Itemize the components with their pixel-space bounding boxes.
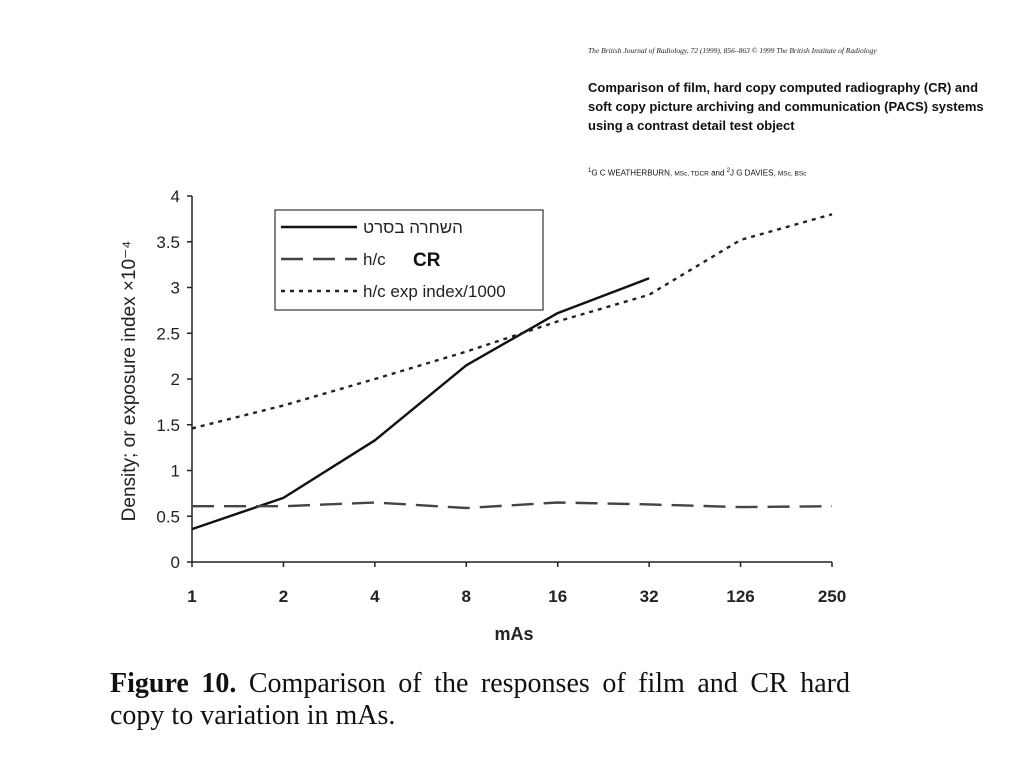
- x-tick-label: 2: [279, 587, 288, 606]
- y-tick-label: 4: [171, 187, 180, 206]
- author-line: 1G C WEATHERBURN, MSc, TDCR and 2J G DAV…: [588, 168, 1008, 178]
- y-tick-label: 1: [171, 462, 180, 481]
- chart-axes: 0 0.5 1 1.5 2 2.5 3 3.5 4 1 2 4 8 16 32 126 250 mAs Densit…: [119, 187, 846, 644]
- y-axis-title: Density; or exposure index ×10⁻⁴: [119, 241, 140, 522]
- x-tick-label: 126: [726, 587, 754, 606]
- author-2-name: J G DAVIES,: [730, 168, 778, 178]
- y-tick-label: 3: [171, 279, 180, 298]
- chart-series: [191, 213, 833, 531]
- y-tick-label: 3.5: [156, 233, 180, 252]
- figure-label: Figure 10.: [110, 668, 237, 699]
- x-tick-label: 250: [818, 587, 846, 606]
- figure-caption: Figure 10. Comparison of the responses o…: [110, 668, 850, 732]
- legend-overlay-label: CR: [413, 250, 441, 271]
- y-tick-label: 0.5: [156, 507, 180, 526]
- paper-title: Comparison of film, hard copy computed r…: [588, 80, 984, 133]
- x-tick-label: 1: [187, 587, 196, 606]
- author-1-degrees: MSc, TDCR: [674, 170, 709, 178]
- x-axis-title: mAs: [494, 624, 533, 644]
- y-tick-label: 1.5: [156, 416, 180, 435]
- legend-label-1: השחרה בסרט: [363, 218, 463, 237]
- journal-citation: The British Journal of Radiology, 72 (19…: [588, 46, 877, 55]
- figure-caption-text: Comparison of the responses of film and …: [110, 668, 850, 731]
- author-2-degrees: MSc, BSc: [777, 170, 807, 178]
- x-tick-label: 32: [640, 587, 659, 606]
- legend-label-3: h/c exp index/1000: [363, 282, 506, 301]
- author-1-name: G C WEATHERBURN,: [591, 168, 675, 178]
- author-1-affiliation: 1: [588, 168, 592, 174]
- chart-legend: השחרה בסרט h/c h/c exp index/1000 CR: [274, 209, 544, 311]
- legend-label-2: h/c: [363, 250, 386, 269]
- author-2-affiliation: 2: [726, 168, 731, 174]
- series-line-3: [191, 213, 833, 430]
- author-conjunction: and: [708, 168, 727, 178]
- x-tick-label: 16: [548, 587, 567, 606]
- series-line-2: [192, 501, 833, 510]
- y-tick-label: 2: [171, 370, 180, 389]
- series-line-1: [191, 277, 650, 531]
- x-tick-label: 8: [462, 587, 471, 606]
- y-tick-label: 2.5: [156, 324, 180, 343]
- y-tick-label: 0: [171, 553, 180, 572]
- x-tick-label: 4: [370, 587, 380, 606]
